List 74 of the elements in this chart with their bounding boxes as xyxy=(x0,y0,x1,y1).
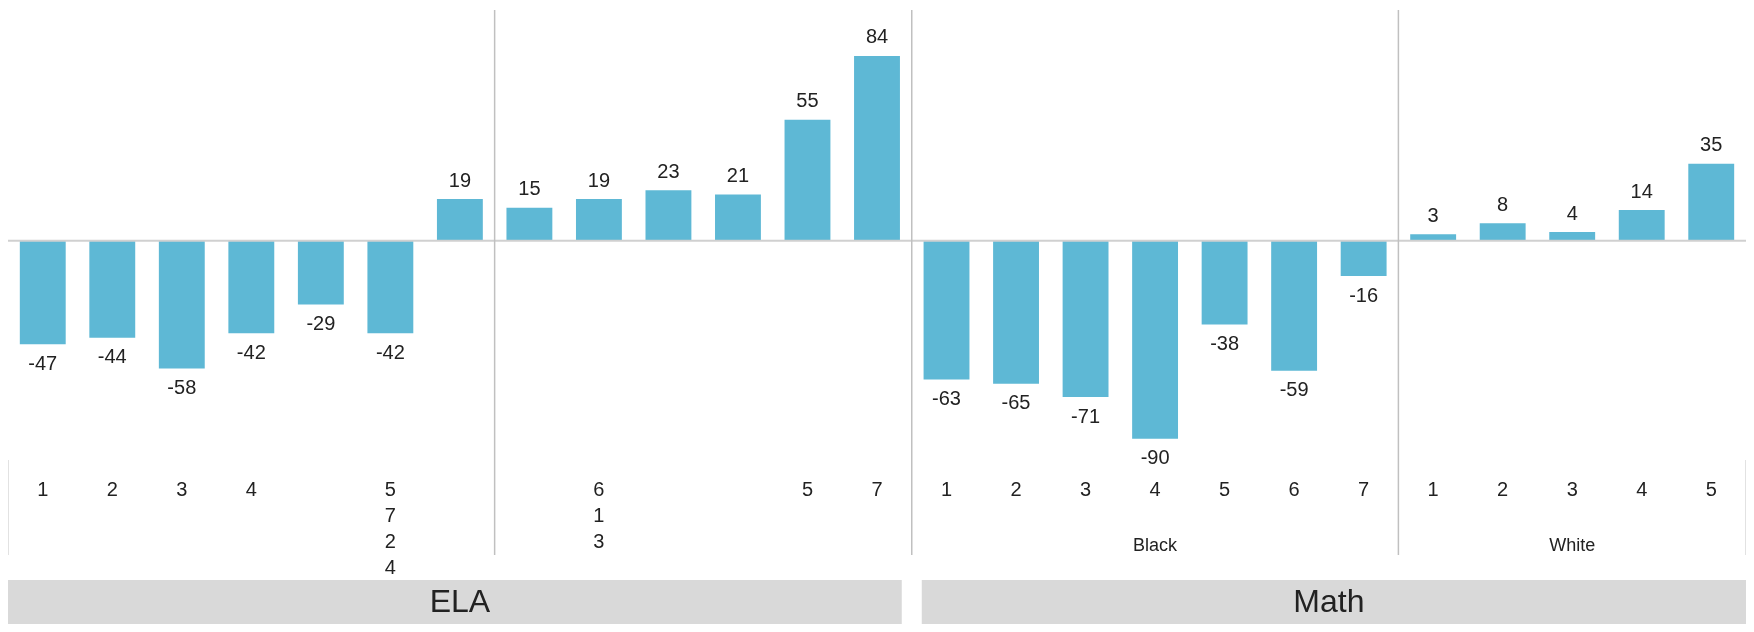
data-label: -38 xyxy=(1210,331,1240,354)
bar xyxy=(854,55,900,241)
data-label: -90 xyxy=(1140,446,1170,469)
text: Black xyxy=(1133,534,1179,555)
bar xyxy=(1410,234,1457,241)
data-label: -47 xyxy=(28,351,58,374)
data-label: 19 xyxy=(448,168,472,191)
x-tick-label: 1 xyxy=(37,477,49,500)
x-tick-label: 2 xyxy=(106,477,118,500)
text: ELA xyxy=(429,582,491,619)
bar xyxy=(1271,240,1318,371)
x-tick-label: 7 xyxy=(1358,477,1370,500)
data-label: -42 xyxy=(375,340,405,363)
bar xyxy=(1479,223,1526,241)
bar xyxy=(89,240,136,338)
data-label: 84 xyxy=(865,25,889,48)
data-label: 19 xyxy=(587,168,611,191)
x-tick-label: 6 xyxy=(1288,477,1300,500)
x-tick-label: 7 xyxy=(871,477,883,500)
data-label: 8 xyxy=(1497,192,1509,215)
bar xyxy=(1132,240,1179,439)
bar xyxy=(297,240,344,305)
data-label: 21 xyxy=(726,164,750,187)
bar xyxy=(506,207,553,241)
x-tick-label: 4 xyxy=(245,477,257,500)
bar xyxy=(1549,232,1596,241)
data-label: 4 xyxy=(1566,201,1578,224)
bar xyxy=(1688,163,1735,241)
bar xyxy=(993,240,1039,384)
bar xyxy=(575,198,622,241)
x-tick-label: 2 xyxy=(1010,477,1022,500)
data-label: 14 xyxy=(1630,179,1653,202)
data-label: -29 xyxy=(306,312,336,335)
x-tick-label: 5 xyxy=(1705,477,1717,500)
data-label: -44 xyxy=(97,345,127,368)
bar xyxy=(645,190,692,241)
bar xyxy=(923,240,970,380)
data-label: -42 xyxy=(236,340,266,363)
x-tick-label: 2 xyxy=(1497,477,1509,500)
x-tick-label: 1 xyxy=(940,477,953,500)
x-tick-label: 5 xyxy=(1219,477,1231,500)
text: White xyxy=(1549,534,1596,555)
x-tick-label: 3 xyxy=(1566,477,1578,500)
x-tick-label: 5 xyxy=(801,477,814,500)
text: Math xyxy=(1293,582,1365,619)
data-label: 15 xyxy=(518,177,541,200)
data-label: 35 xyxy=(1700,133,1723,156)
bar xyxy=(1062,240,1109,398)
data-label: -65 xyxy=(1001,391,1031,414)
bar xyxy=(715,194,761,241)
data-label: -63 xyxy=(932,386,961,409)
data-label: -16 xyxy=(1349,283,1379,306)
data-label: -71 xyxy=(1071,404,1101,427)
bar xyxy=(367,240,414,334)
data-label: 55 xyxy=(796,89,819,112)
data-label: 3 xyxy=(1427,203,1439,226)
data-label: -58 xyxy=(167,375,197,398)
data-label: -59 xyxy=(1279,378,1309,401)
x-tick-label: 5724 xyxy=(384,477,396,578)
x-tick-label: 613 xyxy=(593,477,605,552)
bar xyxy=(158,240,205,369)
bar xyxy=(19,240,66,345)
bar xyxy=(784,119,831,241)
bar xyxy=(228,240,275,334)
bar xyxy=(1618,209,1665,241)
x-tick-label: 1 xyxy=(1427,477,1439,500)
x-tick-label: 3 xyxy=(1080,477,1092,500)
x-tick-label: 4 xyxy=(1149,477,1161,500)
bar xyxy=(1340,240,1387,277)
bar xyxy=(1201,240,1248,325)
x-tick-label: 4 xyxy=(1636,477,1648,500)
data-label: 23 xyxy=(657,159,680,182)
x-tick-label: 3 xyxy=(176,477,188,500)
bar xyxy=(436,198,483,241)
